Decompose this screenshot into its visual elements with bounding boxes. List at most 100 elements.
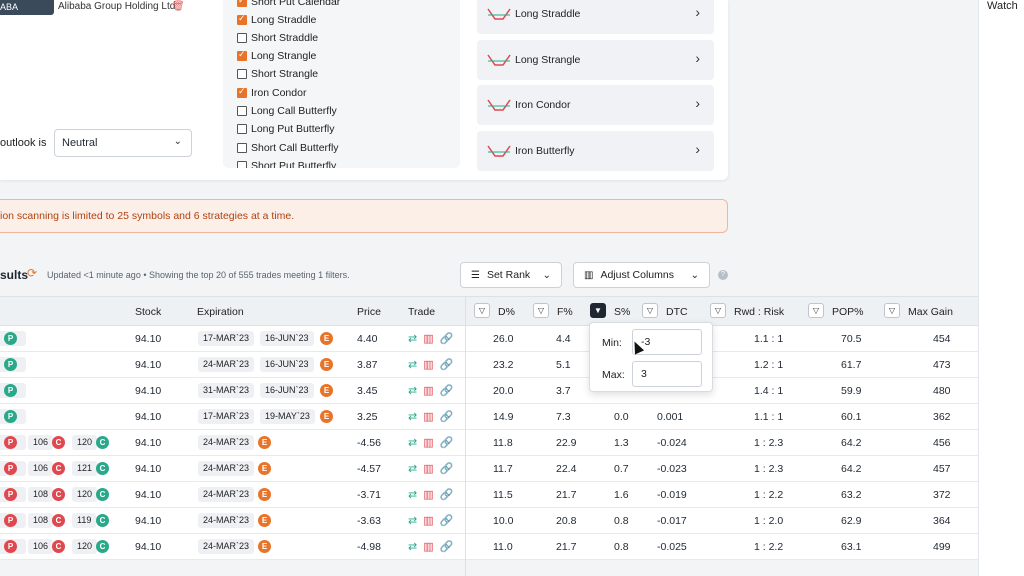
link-icon[interactable]: 🔗 (439, 411, 454, 423)
chart-icon[interactable]: ▥ (423, 359, 434, 371)
strategy-option[interactable]: Short Put Butterfly (237, 158, 336, 168)
strategy-option[interactable]: Short Call Butterfly (237, 140, 339, 156)
link-icon[interactable]: 🔗 (439, 489, 454, 501)
trash-icon[interactable]: 🗑 (172, 1, 185, 12)
swap-icon[interactable]: ⇄ (408, 411, 418, 423)
table-row[interactable]: 0P108C120C94.1024-MAR`23E-3.71⇄▥🔗11.521.… (0, 482, 978, 508)
strategy-option[interactable]: Long Call Butterfly (237, 103, 337, 119)
col-dtc[interactable]: DTC (666, 306, 688, 318)
chevron-down-icon: ⌄ (690, 269, 699, 281)
outlook-select[interactable]: Neutral ⌄ (54, 129, 192, 157)
d-pct-value: 14.9 (493, 411, 514, 423)
swap-icon[interactable]: ⇄ (408, 541, 418, 553)
swap-icon[interactable]: ⇄ (408, 437, 418, 449)
table-row[interactable]: 5P94.1031-MAR`2316-JUN`23E3.45⇄▥🔗20.03.7… (0, 378, 978, 404)
filter-icon[interactable]: ▽ (710, 303, 726, 318)
filter-icon[interactable]: ▽ (808, 303, 824, 318)
strategy-card[interactable]: Long Strangle › (477, 40, 714, 80)
link-icon[interactable]: 🔗 (439, 385, 454, 397)
col-pop[interactable]: POP% (832, 306, 864, 318)
col-s-pct[interactable]: S% (614, 306, 631, 318)
max-input[interactable]: 3 (632, 361, 702, 387)
table-row[interactable]: 0P106C120C94.1024-MAR`23E-4.56⇄▥🔗11.822.… (0, 430, 978, 456)
table-row[interactable]: 0P108C119C94.1024-MAR`23E-3.63⇄▥🔗10.020.… (0, 508, 978, 534)
table-row[interactable]: 5P94.1017-MAR`2316-JUN`23E4.40⇄▥🔗26.04.4… (0, 326, 978, 352)
checkbox-icon[interactable] (237, 69, 247, 79)
table-row[interactable]: 0P106C120C94.1024-MAR`23E-4.98⇄▥🔗11.021.… (0, 534, 978, 560)
swap-icon[interactable]: ⇄ (408, 515, 418, 527)
link-icon[interactable]: 🔗 (439, 515, 454, 527)
link-icon[interactable]: 🔗 (439, 541, 454, 553)
col-max-gain[interactable]: Max Gain (908, 306, 953, 318)
strategy-card[interactable]: Iron Condor › (477, 85, 714, 125)
strategy-option[interactable]: Long Strangle (237, 48, 316, 64)
chart-icon[interactable]: ▥ (423, 489, 434, 501)
adjust-columns-button[interactable]: ▥ Adjust Columns ⌄ (573, 262, 710, 288)
strategy-card[interactable]: Iron Butterfly › (477, 131, 714, 171)
swap-icon[interactable]: ⇄ (408, 359, 418, 371)
checkbox-icon[interactable] (237, 161, 247, 168)
swap-icon[interactable]: ⇄ (408, 333, 418, 345)
chart-icon[interactable]: ▥ (423, 437, 434, 449)
swap-icon[interactable]: ⇄ (408, 489, 418, 501)
filter-active-icon[interactable]: ▼ (590, 303, 606, 318)
col-price[interactable]: Price (357, 306, 381, 318)
checkbox-icon[interactable] (237, 33, 247, 43)
checkbox-checked-icon[interactable] (237, 0, 247, 7)
watch-label[interactable]: Watch (987, 0, 1018, 12)
strategy-option[interactable]: Short Strangle (237, 66, 318, 82)
strategy-checklist[interactable]: Short Put Calendar Long Straddle Short Str… (223, 0, 460, 168)
trade-actions: ⇄ ▥ 🔗 (408, 384, 453, 397)
strategy-option-label: Long Straddle (251, 14, 317, 26)
table-row[interactable]: 5P94.1017-MAR`2319-MAY`23E3.25⇄▥🔗14.97.3… (0, 404, 978, 430)
filter-icon[interactable]: ▽ (884, 303, 900, 318)
col-d-pct[interactable]: D% (498, 306, 515, 318)
strategy-option[interactable]: Short Straddle (237, 30, 318, 46)
chart-icon[interactable]: ▥ (423, 541, 434, 553)
col-stock[interactable]: Stock (135, 306, 162, 318)
checkbox-checked-icon[interactable] (237, 13, 247, 25)
link-icon[interactable]: 🔗 (439, 463, 454, 475)
trade-price: 3.45 (357, 385, 378, 397)
earnings-badge: E (258, 436, 271, 449)
leg-strike-chip: 106 (28, 461, 54, 476)
chart-icon[interactable]: ▥ (423, 333, 434, 345)
checkbox-icon[interactable] (237, 143, 247, 153)
link-icon[interactable]: 🔗 (439, 359, 454, 371)
chart-icon[interactable]: ▥ (423, 463, 434, 475)
col-f-pct[interactable]: F% (557, 306, 573, 318)
chart-icon[interactable]: ▥ (423, 515, 434, 527)
strategy-option[interactable]: Iron Condor (237, 85, 306, 101)
swap-icon[interactable]: ⇄ (408, 463, 418, 475)
link-icon[interactable]: 🔗 (439, 333, 454, 345)
leg-type-badge: C (96, 436, 109, 449)
checkbox-icon[interactable] (237, 106, 247, 116)
strategy-option[interactable]: Short Put Calendar (237, 0, 340, 10)
checkbox-icon[interactable] (237, 124, 247, 134)
col-trade[interactable]: Trade (408, 306, 436, 318)
updated-text: Updated <1 minute ago (47, 270, 141, 280)
strategy-card[interactable]: Long Straddle › (477, 0, 714, 34)
swap-icon[interactable]: ⇄ (408, 385, 418, 397)
table-row[interactable]: 0P106C121C94.1024-MAR`23E-4.57⇄▥🔗11.722.… (0, 456, 978, 482)
refresh-icon[interactable]: ⟳ (27, 266, 38, 280)
strategy-option[interactable]: Long Straddle (237, 12, 316, 28)
filter-icon[interactable]: ▽ (474, 303, 490, 318)
table-row[interactable]: 5P94.1024-MAR`2316-JUN`23E3.87⇄▥🔗23.25.1… (0, 352, 978, 378)
min-input[interactable]: -3 (632, 329, 702, 355)
link-icon[interactable]: 🔗 (439, 437, 454, 449)
results-status: Updated <1 minute ago • Showing the top … (47, 270, 350, 280)
checkbox-checked-icon[interactable] (237, 49, 247, 61)
chart-icon[interactable]: ▥ (423, 411, 434, 423)
col-rwd-risk[interactable]: Rwd : Risk (734, 306, 785, 318)
checkbox-checked-icon[interactable] (237, 86, 247, 98)
filter-icon[interactable]: ▽ (533, 303, 549, 318)
rwd-risk-value: 1.1 : 1 (754, 411, 784, 423)
strategy-option[interactable]: Long Put Butterfly (237, 121, 334, 137)
help-icon[interactable]: ? (718, 270, 728, 280)
filter-icon[interactable]: ▽ (642, 303, 658, 318)
col-expiration[interactable]: Expiration (197, 306, 244, 318)
set-rank-button[interactable]: ☰ Set Rank ⌄ (460, 262, 562, 288)
s-pct-value: 1.6 (614, 489, 629, 501)
chart-icon[interactable]: ▥ (423, 385, 434, 397)
